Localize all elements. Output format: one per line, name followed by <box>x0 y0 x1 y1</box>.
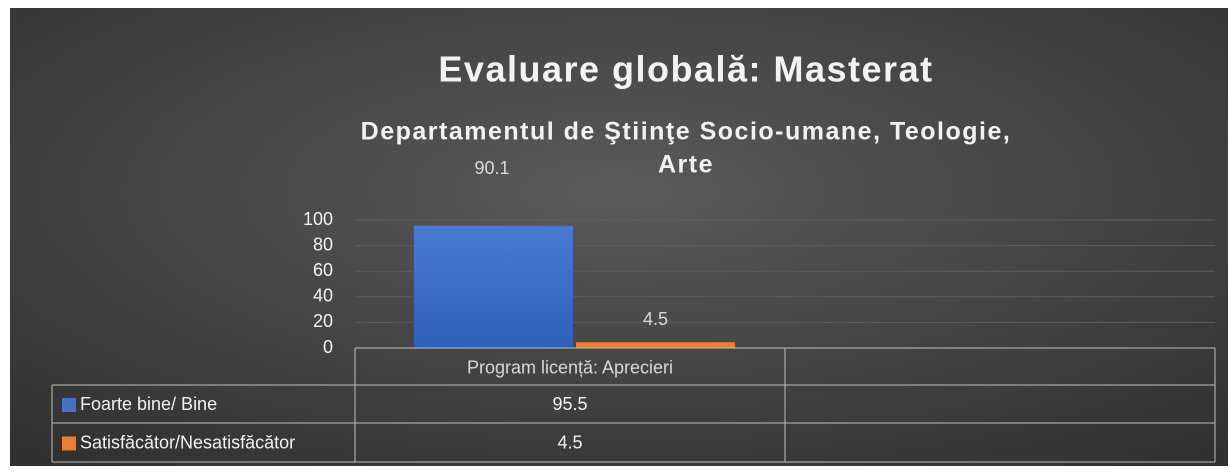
y-tick-label: 60 <box>313 260 333 280</box>
legend-key <box>62 398 76 412</box>
chart-subtitle: Arte <box>658 151 714 179</box>
chart-subtitle: Departamentul de Ştiinţe Socio-umane, Te… <box>361 118 1012 146</box>
bar <box>413 225 573 348</box>
y-tick-label: 20 <box>313 311 333 331</box>
legend-key <box>62 436 76 451</box>
table-value: 95.5 <box>552 394 587 414</box>
y-tick-label: 100 <box>303 209 333 229</box>
x-tick-label: Program licență: Aprecieri <box>467 357 673 377</box>
table-value: 4.5 <box>557 432 582 452</box>
legend-label: Foarte bine/ Bine <box>80 394 217 414</box>
bar <box>576 342 736 348</box>
y-tick-label: 0 <box>323 337 333 357</box>
data-label: 4.5 <box>643 309 668 329</box>
annotation: 90.1 <box>474 158 509 178</box>
chart-title: Evaluare globală: Masterat <box>438 49 933 90</box>
y-tick-label: 80 <box>313 234 333 254</box>
legend-label: Satisfăcător/Nesatisfăcător <box>80 432 295 452</box>
chart-background <box>10 8 1228 466</box>
y-tick-label: 40 <box>313 286 333 306</box>
